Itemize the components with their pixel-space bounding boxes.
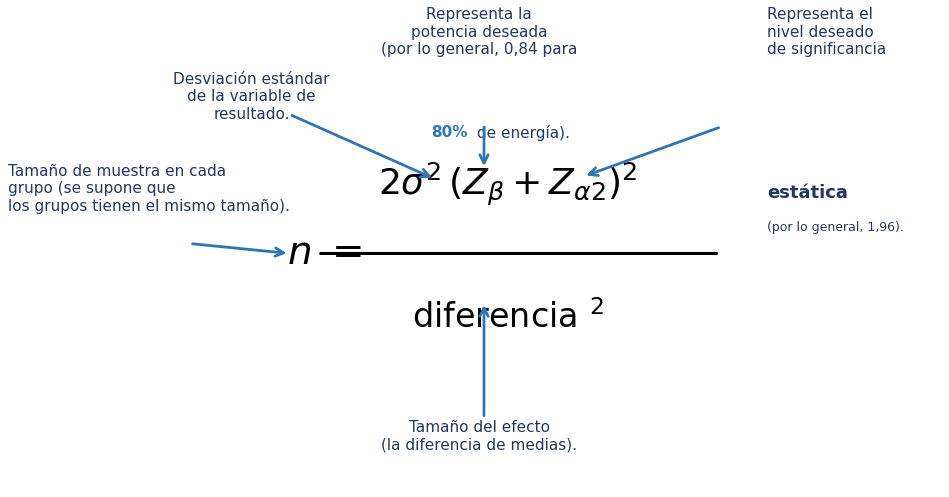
Text: $2\sigma^2\,(Z_{\beta}+Z_{\alpha 2})^2$: $2\sigma^2\,(Z_{\beta}+Z_{\alpha 2})^2$ [378, 160, 638, 208]
Text: de energía).: de energía). [472, 125, 569, 141]
Text: Representa la
potencia deseada
(por lo general, 0,84 para: Representa la potencia deseada (por lo g… [381, 7, 577, 57]
Text: Desviación estándar
de la variable de
resultado.: Desviación estándar de la variable de re… [174, 72, 329, 122]
Text: estática: estática [767, 184, 847, 202]
Text: $n\ =$: $n\ =$ [287, 235, 363, 272]
Text: 80%: 80% [431, 125, 467, 140]
Text: Representa el
nivel deseado
de significancia: Representa el nivel deseado de significa… [767, 7, 886, 57]
Text: Tamaño de muestra en cada
grupo (se supone que
los grupos tienen el mismo tamaño: Tamaño de muestra en cada grupo (se supo… [8, 164, 289, 214]
Text: diferencia $^2$: diferencia $^2$ [412, 301, 604, 335]
Text: (por lo general, 1,96).: (por lo general, 1,96). [767, 221, 903, 234]
Text: Tamaño del efecto
(la diferencia de medias).: Tamaño del efecto (la diferencia de medi… [381, 420, 577, 452]
